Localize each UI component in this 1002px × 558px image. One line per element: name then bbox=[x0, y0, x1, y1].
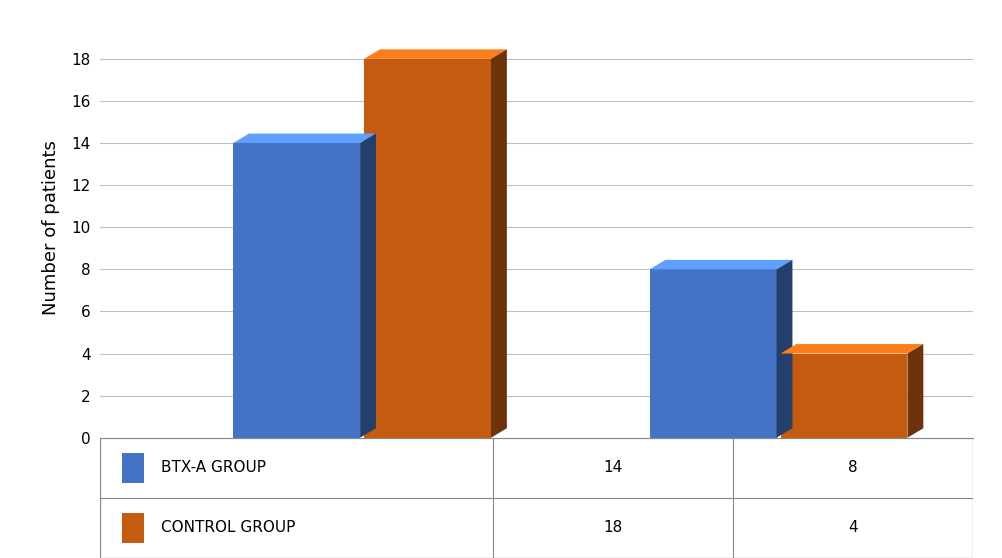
Bar bbox=[364, 59, 491, 437]
Polygon shape bbox=[364, 49, 506, 59]
Bar bbox=[780, 354, 907, 437]
Bar bbox=[122, 453, 144, 483]
FancyBboxPatch shape bbox=[100, 437, 972, 558]
Polygon shape bbox=[232, 133, 376, 143]
Polygon shape bbox=[649, 260, 792, 270]
Bar bbox=[232, 143, 360, 437]
Polygon shape bbox=[780, 344, 923, 354]
Text: CONTROL GROUP: CONTROL GROUP bbox=[161, 521, 296, 536]
Text: BTX-A GROUP: BTX-A GROUP bbox=[161, 460, 267, 475]
Text: 8: 8 bbox=[848, 460, 857, 475]
Bar bbox=[649, 270, 776, 437]
Text: 4: 4 bbox=[848, 521, 857, 536]
Text: 18: 18 bbox=[603, 521, 622, 536]
Text: 14: 14 bbox=[603, 460, 622, 475]
Bar bbox=[122, 513, 144, 543]
Polygon shape bbox=[776, 260, 792, 437]
Polygon shape bbox=[907, 344, 923, 437]
Polygon shape bbox=[491, 49, 506, 437]
Polygon shape bbox=[360, 133, 376, 437]
Y-axis label: Number of patients: Number of patients bbox=[42, 140, 60, 315]
